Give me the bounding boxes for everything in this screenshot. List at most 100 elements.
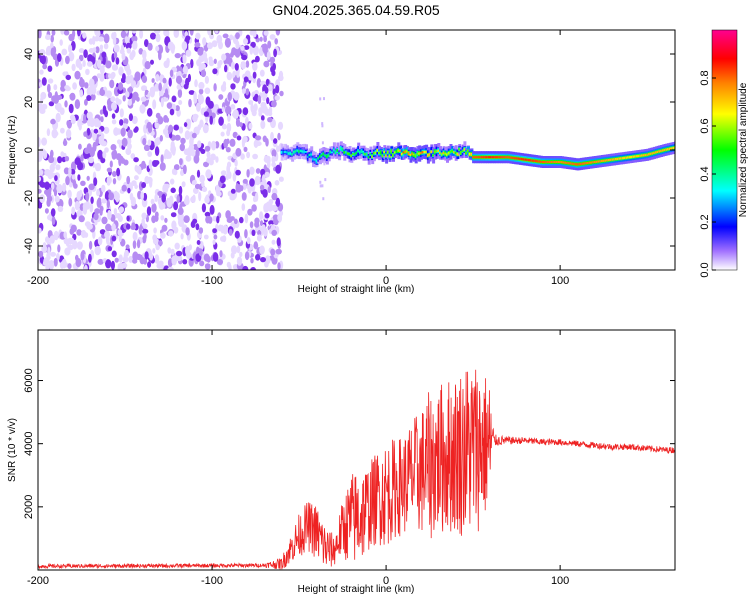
noise-blob [39, 108, 46, 114]
ridge-cell [456, 152, 460, 156]
noise-blob [212, 239, 216, 245]
noise-blob [116, 139, 122, 145]
noise-blob [173, 201, 179, 211]
noise-blob [38, 30, 42, 39]
noise-blob [248, 75, 253, 81]
noise-blob [76, 241, 83, 250]
noise-blob [215, 184, 220, 194]
x-tick-label: -100 [201, 275, 223, 287]
ridge-cell [651, 152, 655, 155]
noise-blob [275, 145, 280, 153]
ridge-cell [489, 156, 493, 159]
noise-blob [239, 251, 243, 258]
noise-blob [241, 88, 247, 94]
noise-blob [231, 61, 235, 70]
noise-blob [220, 170, 227, 176]
ridge-cell [406, 150, 409, 153]
noise-blob [267, 186, 271, 194]
ridge-cell [477, 156, 481, 159]
noise-blob [246, 237, 251, 245]
noise-blob [146, 176, 153, 184]
noise-blob [107, 209, 112, 220]
noise-blob [42, 260, 48, 266]
noise-blob [136, 96, 140, 102]
noise-blob [277, 262, 281, 270]
ridge-cell [390, 149, 394, 153]
noise-blob [207, 42, 213, 50]
noise-blob [259, 245, 265, 255]
noise-blob [235, 169, 241, 176]
noise-blob [270, 248, 276, 256]
noise-blob [158, 50, 162, 61]
noise-blob [174, 53, 181, 59]
noise-blob [87, 156, 95, 164]
ridge-cell [459, 151, 463, 155]
noise-blob [51, 128, 58, 139]
noise-blob [132, 240, 137, 249]
noise-blob [48, 101, 55, 107]
noise-blob [212, 252, 219, 262]
noise-blob [233, 91, 240, 101]
snr-plot-area [38, 330, 675, 570]
noise-blob [68, 197, 73, 207]
ridge-cell [500, 156, 503, 159]
ridge-cell [292, 150, 296, 154]
noise-blob [45, 236, 50, 244]
noise-blob [216, 34, 223, 45]
noise-blob [273, 217, 277, 225]
noise-blob [224, 64, 228, 73]
ridge-cell [546, 160, 550, 164]
ridge-cell [524, 158, 528, 161]
noise-blob [114, 257, 119, 263]
ridge-cell [449, 150, 453, 153]
noise-blob [174, 242, 180, 250]
noise-blob [171, 220, 177, 230]
ridge-cell [327, 153, 331, 157]
noise-blob [138, 225, 142, 235]
noise-blob [190, 148, 195, 157]
noise-blob [59, 39, 63, 46]
noise-blob [86, 95, 92, 101]
ridge-cell [388, 154, 392, 158]
noise-blob [209, 115, 213, 125]
noise-blob [243, 146, 248, 152]
ridge-cell [357, 149, 361, 153]
noise-blob [122, 95, 126, 102]
noise-blob [132, 40, 138, 50]
noise-blob [235, 183, 239, 193]
noise-blob [216, 259, 223, 265]
noise-blob [175, 75, 183, 85]
noise-blob [216, 215, 220, 224]
noise-blob [94, 162, 102, 172]
noise-blob [110, 73, 115, 80]
noise-blob [94, 245, 101, 256]
noise-blob [101, 184, 106, 193]
noise-blob [198, 88, 204, 95]
noise-blob [182, 54, 187, 64]
ridge-cell [298, 150, 302, 153]
noise-blob [158, 240, 163, 246]
noise-blob [76, 210, 81, 218]
noise-blob [160, 154, 164, 164]
noise-blob [122, 73, 126, 81]
noise-blob [269, 34, 276, 40]
ridge-cell [649, 152, 653, 155]
noise-blob [279, 90, 284, 97]
noise-blob [205, 169, 212, 179]
noise-blob [167, 127, 172, 135]
noise-blob [120, 30, 127, 39]
ridge-cell [661, 149, 665, 152]
ridge-cell [654, 151, 658, 154]
noise-blob [260, 115, 265, 121]
noise-blob [80, 154, 84, 162]
noise-blob [88, 183, 95, 191]
ridge-cell [338, 152, 342, 155]
noise-blob [143, 124, 148, 134]
ridge-cell [562, 161, 566, 164]
noise-blob [204, 211, 211, 217]
ridge-cell [599, 160, 603, 163]
noise-blob [225, 210, 231, 220]
noise-blob [94, 208, 100, 215]
ridge-cell [341, 148, 345, 151]
